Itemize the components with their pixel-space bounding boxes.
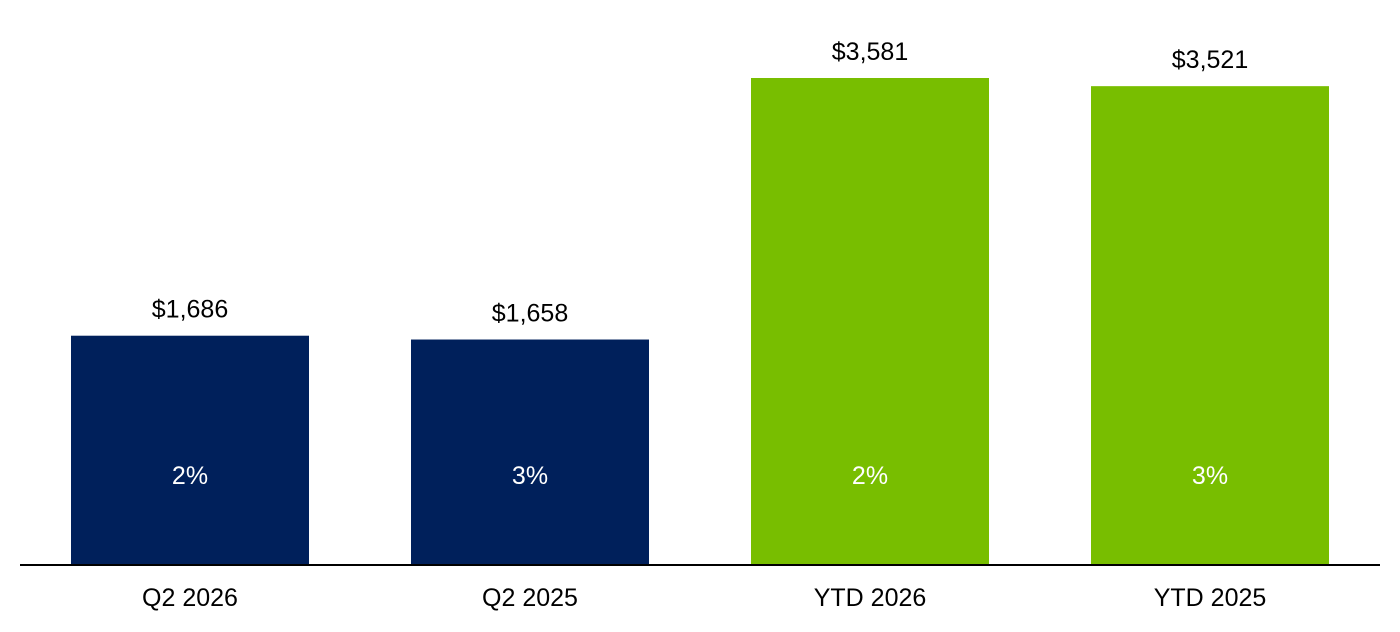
bar-percent-label: 2% (852, 462, 888, 490)
bar-percent-label: 3% (1192, 462, 1228, 490)
category-label: Q2 2025 (482, 584, 578, 612)
bar-value-label: $1,686 (152, 296, 228, 324)
category-label: Q2 2026 (142, 584, 238, 612)
bar-2 (411, 339, 649, 565)
bar-3 (751, 78, 989, 565)
bar-value-label: $1,658 (492, 300, 568, 328)
category-label: YTD 2026 (814, 584, 927, 612)
category-label: YTD 2025 (1154, 584, 1267, 612)
bar-1 (71, 335, 309, 565)
bar-percent-label: 2% (172, 462, 208, 490)
bars-group (71, 78, 1329, 565)
bar-percent-label: 3% (512, 462, 548, 490)
labels-group: $1,686 2% Q2 2026 $1,658 3% Q2 2025 $3,581 2% YT… (142, 38, 1266, 612)
bar-value-label: $3,581 (832, 38, 908, 66)
bar-4 (1091, 86, 1329, 565)
bar-value-label: $3,521 (1172, 46, 1248, 74)
